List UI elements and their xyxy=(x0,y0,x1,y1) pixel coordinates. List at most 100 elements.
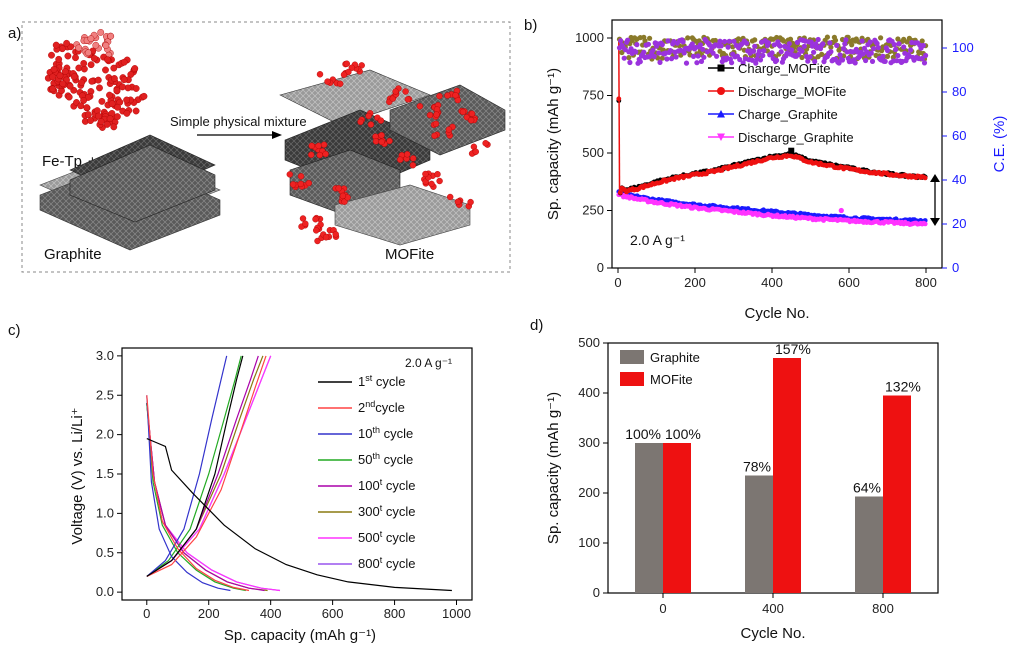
chart-b-ce-point xyxy=(681,50,687,56)
chart-b-ce-point xyxy=(921,60,928,66)
panel-d-label: d) xyxy=(530,317,543,334)
chart-b-ce-point xyxy=(869,58,876,64)
chart-c-charge-curve xyxy=(146,355,244,577)
chart-b-ce-point xyxy=(819,51,825,58)
chart-b-ce-point xyxy=(726,38,732,44)
mofite-atom xyxy=(313,227,320,234)
mofite-atom xyxy=(297,180,304,188)
chart-b-ytick-label: 500 xyxy=(582,145,604,160)
mofite-illustration xyxy=(279,60,506,246)
mofite-atom xyxy=(386,137,393,145)
mofite-atom xyxy=(422,170,429,178)
chart-b-ce-point xyxy=(695,53,701,59)
fetp-atom xyxy=(110,64,118,72)
fetp-atom xyxy=(114,113,121,121)
chart-b-xtick-label: 0 xyxy=(614,275,621,290)
mofite-bar xyxy=(663,443,691,593)
fetp-atom xyxy=(61,68,69,75)
chart-b-ce-point xyxy=(771,42,777,48)
chart-c-legend-label: 1st cycle xyxy=(358,373,405,389)
chart-c-ytick-label: 0.5 xyxy=(96,545,114,560)
mofite-atom xyxy=(404,151,411,158)
chart-c-charge-curve xyxy=(146,355,259,577)
mofite-atom xyxy=(436,177,443,185)
chart-b-ce-point xyxy=(761,48,767,54)
chart-c-xtick-label: 600 xyxy=(322,606,344,621)
chart-b-ytick-label: 750 xyxy=(582,88,604,103)
chart-b-ce-point xyxy=(808,39,814,45)
chart-b-ce-point xyxy=(852,60,858,66)
fetp-atom xyxy=(114,103,122,111)
chart-b-ce-point xyxy=(637,59,643,65)
mofite-atom xyxy=(365,112,372,120)
fetp-atom xyxy=(75,44,83,52)
chart-b-ce-point xyxy=(750,48,757,54)
chart-b-ce-point xyxy=(641,49,647,55)
chart-b-ce-point xyxy=(920,42,926,49)
chart-b-ylabel: Sp. capacity (mAh g⁻¹) xyxy=(545,68,562,220)
panel-b-label: b) xyxy=(524,17,537,34)
chart-b-ce-point xyxy=(841,46,847,52)
arrow-down-icon xyxy=(930,218,940,226)
chart-b-ce-point xyxy=(871,46,877,52)
fetp-atom xyxy=(49,73,57,81)
mofite-atom xyxy=(445,126,453,133)
chart-b-y2tick-label: 20 xyxy=(952,216,966,231)
chart-b-ce-point xyxy=(718,43,724,49)
chart-b-y2tick-label: 80 xyxy=(952,84,966,99)
fetp-atom xyxy=(85,111,92,119)
chart-b-xtick-label: 400 xyxy=(761,275,783,290)
chart-b-ce-point xyxy=(668,56,675,62)
fetp-atom xyxy=(97,29,105,36)
mofite-atom xyxy=(357,118,364,126)
chart-c-legend: 1st cycle 2ndcycle 10th cycle 50th cycle 100… xyxy=(318,373,415,571)
mofite-atom xyxy=(320,141,328,148)
fetp-atom xyxy=(108,100,116,108)
chart-d-legend: Graphite MOFite xyxy=(620,350,700,387)
mofite-atom xyxy=(467,198,474,206)
chart-b-ce-point xyxy=(880,53,886,59)
chart-d-bar-label: 100% xyxy=(665,426,701,442)
arrow-head-icon xyxy=(272,131,282,139)
mofite-atom xyxy=(378,138,385,146)
chart-b-ce-point xyxy=(694,60,700,66)
chart-b-ce-point xyxy=(627,59,633,66)
chart-c-ytick-label: 3.0 xyxy=(96,348,114,363)
chart-b-ce-point xyxy=(799,54,805,61)
chart-b-legend-label: Charge_MOFite xyxy=(738,61,830,76)
mofite-atom xyxy=(372,138,380,145)
chart-d-ytick-label: 300 xyxy=(578,435,600,450)
chart-b-ce-point xyxy=(796,51,802,58)
chart-b-ce-point xyxy=(778,49,784,55)
fetp-atom xyxy=(83,104,91,112)
mofite-atom xyxy=(305,179,312,187)
chart-b-ce-point xyxy=(698,58,705,64)
chart-b-ce-point xyxy=(650,47,656,53)
mofite-atom xyxy=(337,80,344,88)
chart-c-rate-annotation: 2.0 A g⁻¹ xyxy=(405,356,452,370)
fetp-atom xyxy=(55,55,63,63)
chart-b-rate-annotation: 2.0 A g⁻¹ xyxy=(630,232,685,248)
fetp-atom xyxy=(97,118,105,126)
chart-c-xlabel: Sp. capacity (mAh g⁻¹) xyxy=(224,627,376,644)
fetp-atom xyxy=(63,39,70,47)
fetp-atom xyxy=(65,93,73,101)
chart-b-ytick-label: 1000 xyxy=(575,30,604,45)
fetp-atom xyxy=(123,96,131,104)
chart-b-initial-spike xyxy=(618,37,621,193)
graphite-label: Graphite xyxy=(44,246,102,263)
fetp-atom xyxy=(111,75,118,82)
fetp-atom xyxy=(87,117,94,125)
fetp-atom xyxy=(120,76,128,84)
fetp-atom xyxy=(96,84,103,92)
chart-c-discharge-curve xyxy=(146,395,250,592)
chart-b-ce-point xyxy=(714,53,720,59)
fetp-atom xyxy=(80,97,88,104)
mofite-atom xyxy=(482,139,489,147)
chart-d-ytick-label: 100 xyxy=(578,535,600,550)
panel-a-frame xyxy=(21,21,511,273)
chart-d-ylabel: Sp. capacity (mAh g⁻¹) xyxy=(545,392,562,544)
chart-b-ce-point xyxy=(656,50,662,56)
chart-d-xtick-label: 0 xyxy=(659,601,666,616)
